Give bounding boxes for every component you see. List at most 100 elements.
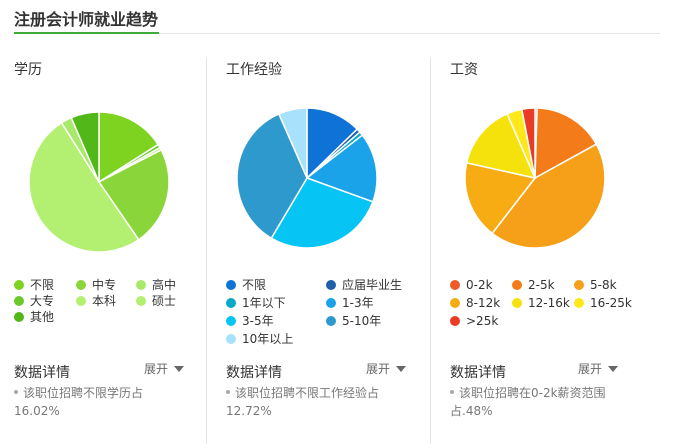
legend-dot-icon xyxy=(512,280,522,290)
expand-label: 展开 xyxy=(578,362,603,376)
legend-dot-icon xyxy=(450,298,460,308)
legend-item-2-2[interactable]: 5-8k xyxy=(574,277,617,293)
legend-dot-icon xyxy=(14,296,24,306)
pie-slice-2-1[interactable] xyxy=(534,107,598,180)
legend-item-0-2[interactable]: 高中 xyxy=(136,277,176,293)
legend-label: 不限 xyxy=(242,278,267,292)
pie-slice-2-3[interactable] xyxy=(464,161,537,235)
legend-label: 1-3年 xyxy=(342,296,374,310)
experience-pie-chart xyxy=(236,107,378,249)
expand-label: 展开 xyxy=(144,362,169,376)
experience-panel: 工作经验 不限 应届毕业生 1年以下 1-3年 3-5年 5-10年 10年以上 数据详情 … xyxy=(226,40,416,444)
legend-label: 应届毕业生 xyxy=(342,278,403,292)
salary-expand-button[interactable]: 展开 xyxy=(578,360,619,377)
pie-slice-1-3[interactable] xyxy=(305,134,378,203)
bullet-icon xyxy=(226,390,230,394)
chevron-down-icon xyxy=(174,366,185,372)
education-details-text: 该职位招聘不限学历占16.02% xyxy=(14,384,164,420)
pie-slice-2-4[interactable] xyxy=(465,112,537,180)
chevron-down-icon xyxy=(396,366,407,372)
legend-dot-icon xyxy=(76,296,86,306)
legend-label: 1年以下 xyxy=(242,296,286,310)
legend-item-0-6[interactable]: 其他 xyxy=(14,309,54,325)
pie-slice-1-5[interactable] xyxy=(236,112,308,240)
legend-label: 8-12k xyxy=(466,296,501,310)
pie-slice-1-6[interactable] xyxy=(277,107,308,179)
pie-slice-0-6[interactable] xyxy=(70,111,100,183)
legend-label: 本科 xyxy=(92,294,117,308)
legend-label: 0-2k xyxy=(466,278,493,292)
legend-item-1-4[interactable]: 3-5年 xyxy=(226,313,274,329)
legend-label: 大专 xyxy=(30,294,55,308)
legend-dot-icon xyxy=(450,280,460,290)
legend-item-2-0[interactable]: 0-2k xyxy=(450,277,493,293)
divider-2 xyxy=(430,58,431,444)
legend-dot-icon xyxy=(226,334,236,344)
legend-item-2-6[interactable]: >25k xyxy=(450,313,498,329)
pie-slice-2-2[interactable] xyxy=(491,143,606,249)
experience-details-title: 数据详情 xyxy=(226,365,282,381)
legend-dot-icon xyxy=(136,296,146,306)
salary-details-title: 数据详情 xyxy=(450,365,506,381)
legend-dot-icon xyxy=(76,280,86,290)
education-details-title: 数据详情 xyxy=(14,365,70,381)
salary-detail: 该职位招聘在0-2k薪资范围占.48% xyxy=(450,386,606,418)
legend-item-2-4[interactable]: 12-16k xyxy=(512,295,570,311)
legend-item-0-0[interactable]: 不限 xyxy=(14,277,54,293)
page-title: 注册会计师就业趋势 xyxy=(14,10,159,29)
legend-dot-icon xyxy=(574,280,584,290)
bullet-icon xyxy=(14,390,18,394)
experience-details-text: 该职位招聘不限工作经验占12.72% xyxy=(226,384,396,420)
legend-item-1-6[interactable]: 10年以上 xyxy=(226,331,293,347)
salary-details-text: 该职位招聘在0-2k薪资范围占.48% xyxy=(450,384,610,420)
legend-label: 12-16k xyxy=(528,296,570,310)
legend-dot-icon xyxy=(574,298,584,308)
legend-item-2-1[interactable]: 2-5k xyxy=(512,277,555,293)
expand-label: 展开 xyxy=(366,362,391,376)
legend-item-1-2[interactable]: 1年以下 xyxy=(226,295,286,311)
title-underline xyxy=(14,32,660,34)
salary-panel: 工资 0-2k 2-5k 5-8k 8-12k 12-16k 16-25k >25k 数据详… xyxy=(450,40,640,444)
legend-dot-icon xyxy=(326,298,336,308)
legend-label: 5-10年 xyxy=(342,314,382,328)
legend-item-1-1[interactable]: 应届毕业生 xyxy=(326,277,402,293)
experience-detail: 该职位招聘不限工作经验占12.72% xyxy=(226,386,380,418)
legend-dot-icon xyxy=(326,316,336,326)
legend-dot-icon xyxy=(512,298,522,308)
legend-item-2-5[interactable]: 16-25k xyxy=(574,295,632,311)
legend-item-1-0[interactable]: 不限 xyxy=(226,277,266,293)
pie-slice-0-0[interactable] xyxy=(98,111,160,184)
legend-item-0-4[interactable]: 本科 xyxy=(76,293,116,309)
legend-label: 中专 xyxy=(92,278,117,292)
pie-slice-0-4[interactable] xyxy=(28,121,140,253)
legend-dot-icon xyxy=(226,298,236,308)
legend-label: >25k xyxy=(466,314,499,328)
education-title: 学历 xyxy=(14,62,42,78)
salary-title: 工资 xyxy=(450,62,478,78)
legend-item-1-3[interactable]: 1-3年 xyxy=(326,295,374,311)
experience-expand-button[interactable]: 展开 xyxy=(366,360,407,377)
legend-dot-icon xyxy=(14,280,24,290)
legend-dot-icon xyxy=(14,312,24,322)
legend-label: 2-5k xyxy=(528,278,555,292)
pie-slice-1-0[interactable] xyxy=(306,107,359,180)
education-expand-button[interactable]: 展开 xyxy=(144,360,185,377)
legend-item-0-3[interactable]: 大专 xyxy=(14,293,54,309)
education-pie-chart xyxy=(28,111,170,253)
legend-item-0-5[interactable]: 硕士 xyxy=(136,293,176,309)
education-panel: 学历 不限 中专 高中大专 本科 硕士其他 数据详情 展开 该职位招聘不限学历占16.0… xyxy=(14,40,194,444)
legend-dot-icon xyxy=(136,280,146,290)
legend-item-0-1[interactable]: 中专 xyxy=(76,277,116,293)
pie-slice-2-6[interactable] xyxy=(520,107,536,179)
legend-dot-icon xyxy=(326,280,336,290)
legend-label: 硕士 xyxy=(152,294,177,308)
legend-label: 高中 xyxy=(152,278,177,292)
legend-item-1-5[interactable]: 5-10年 xyxy=(326,313,381,329)
legend-label: 5-8k xyxy=(590,278,617,292)
experience-title: 工作经验 xyxy=(226,62,282,78)
divider-1 xyxy=(206,58,207,444)
legend-dot-icon xyxy=(450,316,460,326)
pie-slice-0-3[interactable] xyxy=(97,148,170,241)
legend-label: 10年以上 xyxy=(242,332,294,346)
legend-item-2-3[interactable]: 8-12k xyxy=(450,295,500,311)
